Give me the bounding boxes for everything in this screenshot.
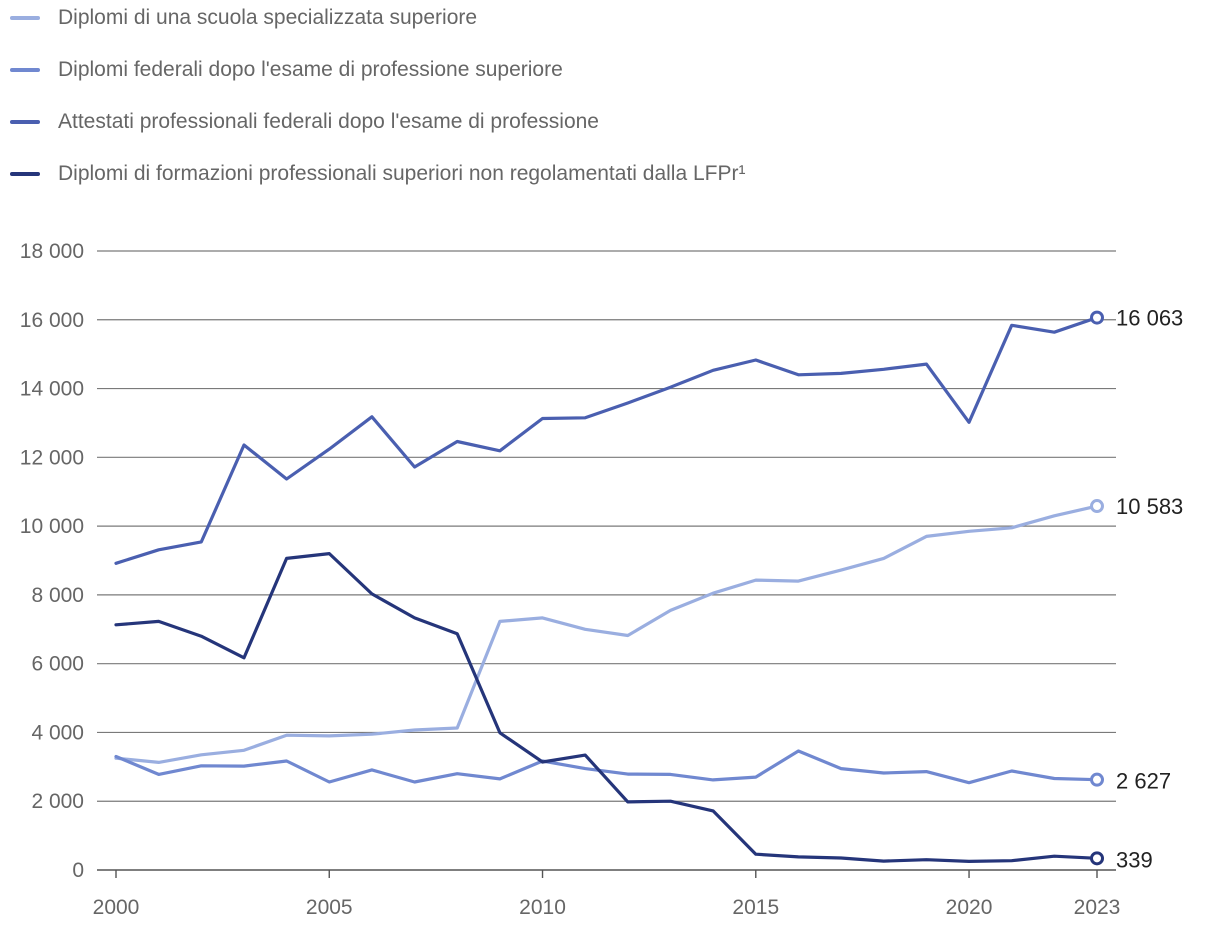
end-marker-attestati-professionali — [1090, 310, 1104, 325]
y-tick-label-2000: 2 000 — [31, 790, 84, 813]
series-line-scuola-specializzata — [114, 504, 1099, 765]
label-layer: 10 583 2 627 16 063 339 — [1090, 306, 1183, 872]
end-marker-scuola-specializzata — [1090, 499, 1104, 514]
x-tick-label-2010: 2010 — [519, 896, 566, 919]
y-tick-label-18000: 18 000 — [20, 240, 84, 263]
end-label-non-regolamentati: 339 — [1116, 847, 1153, 872]
legend-swatch-scuola-specializzata — [10, 16, 40, 20]
grid-layer — [97, 250, 1116, 871]
end-marker-diplomi-federali — [1090, 772, 1104, 787]
legend-label-scuola-specializzata: Diplomi di una scuola specializzata supe… — [58, 6, 478, 29]
legend-item-diplomi-federali: Diplomi federali dopo l'esame di profess… — [10, 55, 563, 85]
series-line-non-regolamentati — [114, 551, 1099, 864]
end-label-attestati-professionali: 16 063 — [1116, 306, 1183, 331]
legend-swatch-diplomi-federali — [10, 68, 40, 72]
legend-label-attestati-professionali: Attestati professionali federali dopo l'… — [58, 110, 599, 133]
series-line-diplomi-federali — [114, 749, 1099, 785]
end-label-diplomi-federali: 2 627 — [1116, 769, 1171, 794]
legend-swatch-non-regolamentati — [10, 172, 40, 176]
series-line-attestati-professionali — [114, 316, 1099, 565]
y-tick-label-16000: 16 000 — [20, 309, 84, 332]
legend-label-non-regolamentati: Diplomi di formazioni professionali supe… — [58, 162, 746, 185]
y-tick-label-10000: 10 000 — [20, 515, 84, 538]
legend-item-non-regolamentati: Diplomi di formazioni professionali supe… — [10, 159, 745, 189]
y-tick-label-8000: 8 000 — [31, 584, 84, 607]
x-tick-label-2015: 2015 — [732, 896, 779, 919]
legend-swatch-attestati-professionali — [10, 120, 40, 124]
legend-label-diplomi-federali: Diplomi federali dopo l'esame di profess… — [58, 58, 563, 81]
x-tick-label-2000: 2000 — [93, 896, 140, 919]
y-tick-label-4000: 4 000 — [31, 721, 84, 744]
legend-item-attestati-professionali: Attestati professionali federali dopo l'… — [10, 107, 599, 137]
y-tick-label-0: 0 — [72, 859, 84, 882]
axis-layer: 0 2 000 4 000 6 000 8 000 10 000 12 000 14 000 1… — [20, 240, 1121, 919]
series-layer — [114, 316, 1099, 864]
y-tick-label-14000: 14 000 — [20, 378, 84, 401]
x-tick-label-2005: 2005 — [306, 896, 353, 919]
legend-item-scuola-specializzata: Diplomi di una scuola specializzata supe… — [10, 3, 477, 33]
x-tick-label-2020: 2020 — [946, 896, 993, 919]
x-tick-label-2023: 2023 — [1074, 896, 1121, 919]
end-marker-non-regolamentati — [1090, 851, 1104, 866]
end-label-scuola-specializzata: 10 583 — [1116, 494, 1183, 519]
y-tick-label-6000: 6 000 — [31, 653, 84, 676]
y-tick-label-12000: 12 000 — [20, 446, 84, 469]
